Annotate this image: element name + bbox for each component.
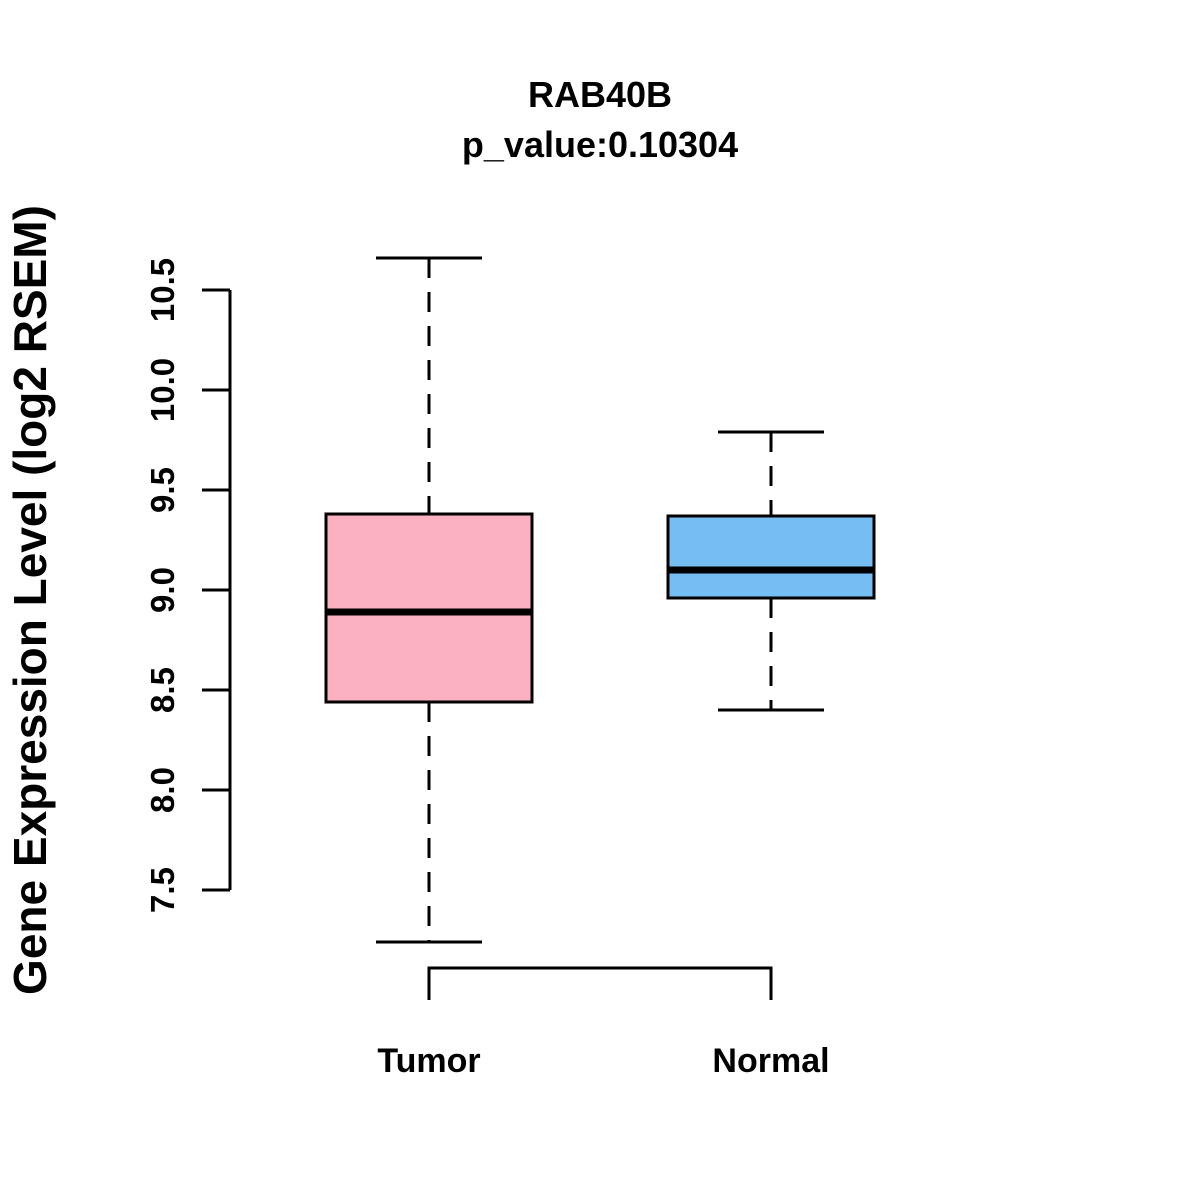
y-axis-tick-label: 10.0 [144, 358, 181, 422]
chart-subtitle: p_value:0.10304 [462, 124, 738, 165]
plot-area: 7.5 8.0 8.5 9.0 9.5 10.0 10.5 Tumor Normal [144, 256, 876, 1080]
y-axis-tick-label: 7.5 [144, 867, 181, 913]
iqr-box-normal [666, 514, 876, 600]
x-category-label-tumor: Tumor [377, 1042, 480, 1080]
y-axis-title: Gene Expression Level (log2 RSEM) [4, 205, 56, 995]
x-axis-bracket [427, 966, 773, 1000]
y-axis-tick-label: 10.5 [144, 258, 181, 322]
x-category-label-normal: Normal [712, 1042, 829, 1080]
iqr-box-tumor [324, 512, 534, 704]
y-axis-tick-label: 9.5 [144, 467, 181, 513]
chart-title: RAB40B [528, 74, 672, 115]
y-axis-tick-label: 9.0 [144, 567, 181, 613]
y-axis-tick-label: 8.0 [144, 767, 181, 813]
y-axis-tick-label: 8.5 [144, 667, 181, 713]
